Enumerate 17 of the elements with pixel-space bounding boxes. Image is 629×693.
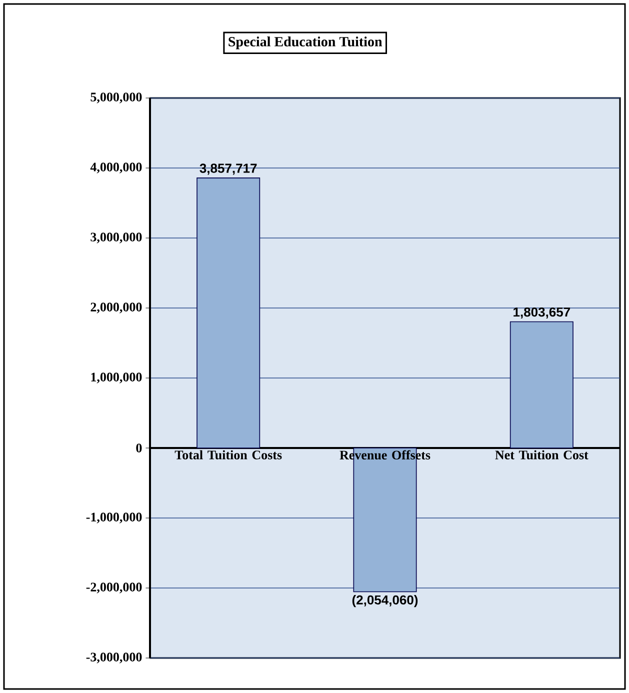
- y-tick-label: 5,000,000: [90, 92, 142, 104]
- x-tick-label: Net Tuition Cost: [495, 450, 588, 460]
- data-label: 3,857,717: [200, 164, 257, 175]
- y-tick-label: 3,000,000: [90, 232, 142, 244]
- y-tick-label: 4,000,000: [90, 162, 142, 174]
- bar: [510, 321, 574, 448]
- chart-title: Special Education Tuition: [228, 36, 382, 50]
- y-tick-label: 1,000,000: [91, 372, 142, 384]
- x-tick-label: Total Tuition Costs: [174, 450, 282, 460]
- data-label: 1,803,657: [514, 307, 570, 319]
- y-tick-label: 0: [136, 444, 142, 452]
- y-tick-label: 2,000,000: [90, 302, 142, 314]
- y-tick-label: -3,000,000: [86, 652, 142, 664]
- y-tick-label: -2,000,000: [86, 582, 142, 594]
- bar: [196, 178, 260, 448]
- data-label: (2,054,060): [352, 594, 418, 608]
- y-tick-label: -1,000,000: [86, 512, 142, 524]
